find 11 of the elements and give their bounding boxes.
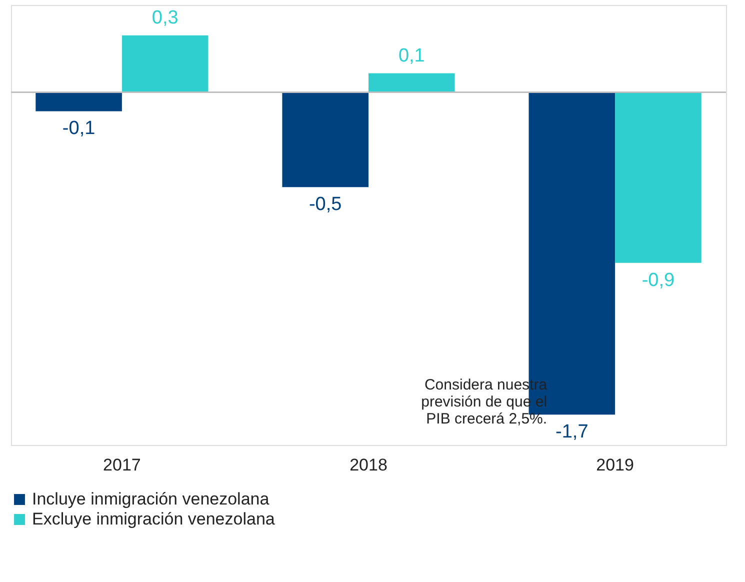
data-label: 0,1: [398, 45, 425, 66]
x-tick-label: 2017: [103, 456, 141, 474]
data-label: 0,3: [152, 7, 178, 28]
x-tick-label: 2019: [596, 456, 634, 474]
data-label: -0,9: [642, 270, 675, 291]
data-label: -1,7: [556, 422, 588, 443]
data-label: -0,5: [308, 194, 342, 216]
legend-label: Incluye inmigración venezolana: [32, 490, 270, 508]
data-label: -0,1: [62, 118, 96, 140]
legend-label: Excluye inmigración venezolana: [32, 510, 276, 528]
x-tick-label: 2018: [350, 456, 388, 474]
